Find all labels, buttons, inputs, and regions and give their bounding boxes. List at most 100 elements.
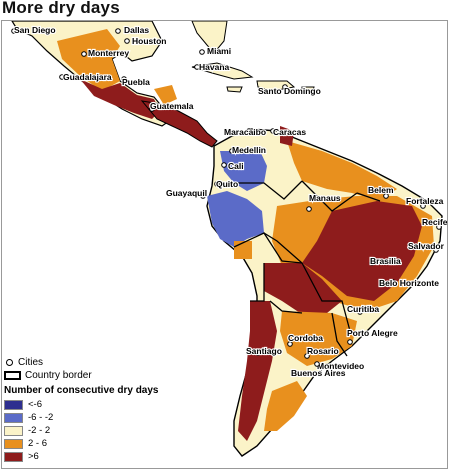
dry-days-map: San Diego Dallas Houston Monterrey Miami… bbox=[11, 21, 447, 457]
city-manaus: Manaus bbox=[306, 192, 342, 212]
city-santiago: Santiago bbox=[245, 345, 283, 357]
zone-orange-patagonia bbox=[264, 381, 307, 431]
city-cordoba: Cordoba bbox=[287, 332, 324, 347]
legend-cities-row: Cities bbox=[4, 356, 204, 369]
legend-title: Number of consecutive dry days bbox=[4, 385, 159, 396]
city-label: Belem bbox=[368, 185, 394, 195]
city-label: Puebla bbox=[122, 77, 150, 87]
zone-blue-dark bbox=[220, 151, 267, 191]
central-america-orange bbox=[154, 85, 177, 105]
city-label: Rosario bbox=[307, 346, 339, 356]
city-label: Porto Alegre bbox=[347, 328, 398, 338]
legend-class-label: >6 bbox=[28, 451, 39, 462]
city-label: Maracaibo bbox=[224, 127, 266, 137]
map-title: More dry days bbox=[2, 0, 120, 17]
city-label: Santo Domingo bbox=[258, 86, 321, 96]
city-label: Brasilia bbox=[370, 256, 401, 266]
legend-swatch bbox=[4, 438, 23, 449]
city-label: Monterrey bbox=[88, 48, 129, 58]
city-curitiba: Curitiba bbox=[346, 303, 381, 315]
legend-class-label: <-6 bbox=[28, 399, 42, 410]
city-quito: Quito bbox=[214, 178, 239, 190]
city-san-diego: San Diego bbox=[11, 24, 57, 36]
city-salvador: Salvador bbox=[407, 240, 446, 253]
legend-swatch bbox=[4, 451, 23, 462]
city-label: Dallas bbox=[124, 25, 149, 35]
city-dallas: Dallas bbox=[115, 24, 150, 36]
legend-class-label: 2 - 6 bbox=[28, 438, 48, 449]
city-porto-alegre: Porto Alegre bbox=[346, 327, 399, 345]
map-frame: San Diego Dallas Houston Monterrey Miami… bbox=[1, 20, 448, 469]
city-label: Cali bbox=[228, 161, 244, 171]
city-label: Salvador bbox=[408, 241, 445, 251]
city-houston: Houston bbox=[124, 35, 168, 47]
city-label: San Diego bbox=[14, 25, 56, 35]
legend-border-row: Country border bbox=[4, 369, 204, 382]
city-label: Miami bbox=[207, 46, 231, 56]
legend-class-label: -6 - -2 bbox=[28, 412, 54, 423]
city-markers: San Diego Dallas Houston Monterrey Miami… bbox=[11, 24, 447, 379]
legend-class-row: -2 - 2 bbox=[4, 424, 204, 437]
zone-blue-ecuador bbox=[207, 191, 264, 247]
city-guayaquil: Guayaquil bbox=[165, 187, 208, 199]
legend-class-row: >6 bbox=[4, 450, 204, 463]
city-buenos-aires: Buenos Aires bbox=[290, 361, 347, 379]
legend-class-row: <-6 bbox=[4, 398, 204, 411]
city-cali: Cali bbox=[221, 160, 245, 172]
city-label: Manaus bbox=[309, 193, 341, 203]
legend-border-label: Country border bbox=[25, 370, 92, 381]
city-guadalajara: Guadalajara bbox=[59, 71, 113, 83]
city-label: Fortaleza bbox=[406, 196, 444, 206]
legend-class-label: -2 - 2 bbox=[28, 425, 51, 436]
city-label: Guadalajara bbox=[63, 72, 112, 82]
city-puebla: Puebla bbox=[121, 76, 151, 88]
map-legend: Cities Country border Number of consecut… bbox=[4, 356, 204, 463]
zone-orange-south bbox=[280, 311, 357, 366]
city-label: Havana bbox=[199, 62, 230, 72]
city-caracas: Caracas bbox=[270, 126, 307, 138]
zone-orange-north bbox=[287, 141, 397, 201]
city-medellin: Medellin bbox=[229, 144, 267, 156]
jamaica bbox=[226, 86, 243, 93]
zone-orange-pocket bbox=[234, 241, 252, 259]
mexico-red bbox=[80, 79, 160, 119]
zone-red-andes bbox=[238, 301, 277, 441]
city-brasilia: Brasilia bbox=[369, 255, 402, 267]
city-label: Quito bbox=[216, 179, 238, 189]
legend-class-row: -6 - -2 bbox=[4, 411, 204, 424]
city-label: Curitiba bbox=[347, 304, 379, 314]
city-miami: Miami bbox=[199, 45, 232, 57]
zone-red-pocket bbox=[280, 126, 294, 146]
legend-cities-label: Cities bbox=[18, 357, 44, 368]
legend-swatch bbox=[4, 425, 23, 436]
city-label: Houston bbox=[132, 36, 166, 46]
cuba bbox=[191, 62, 254, 80]
city-label: Guatemala bbox=[150, 101, 194, 111]
city-montevideo: Montevideo bbox=[316, 360, 365, 372]
city-label: Medellin bbox=[232, 145, 266, 155]
city-fortaleza: Fortaleza bbox=[405, 195, 445, 209]
legend-swatch bbox=[4, 399, 23, 410]
legend-swatch bbox=[4, 412, 23, 423]
border-swatch-icon bbox=[4, 371, 21, 380]
city-label: Santiago bbox=[246, 346, 282, 356]
florida bbox=[191, 21, 228, 54]
country-borders bbox=[233, 180, 381, 357]
city-maracaibo: Maracaibo bbox=[223, 126, 267, 138]
city-guatemala: Guatemala bbox=[149, 100, 195, 112]
city-label: Montevideo bbox=[317, 361, 364, 371]
mexico-orange bbox=[57, 29, 120, 91]
city-label: Belo Horizonte bbox=[379, 278, 439, 288]
puerto-rico bbox=[301, 86, 315, 92]
city-recife: Recife bbox=[421, 216, 447, 230]
legend-class-row: 2 - 6 bbox=[4, 437, 204, 450]
city-santo-domingo: Santo Domingo bbox=[257, 84, 322, 97]
central-america bbox=[140, 100, 218, 148]
city-label: Cordoba bbox=[288, 333, 323, 343]
city-belem: Belem bbox=[367, 184, 395, 199]
city-belo-horizonte: Belo Horizonte bbox=[378, 277, 440, 289]
city-havana: Havana bbox=[194, 61, 231, 73]
city-label: Buenos Aires bbox=[291, 368, 346, 378]
city-dot-icon bbox=[6, 359, 13, 366]
city-label: Guayaquil bbox=[166, 188, 207, 198]
